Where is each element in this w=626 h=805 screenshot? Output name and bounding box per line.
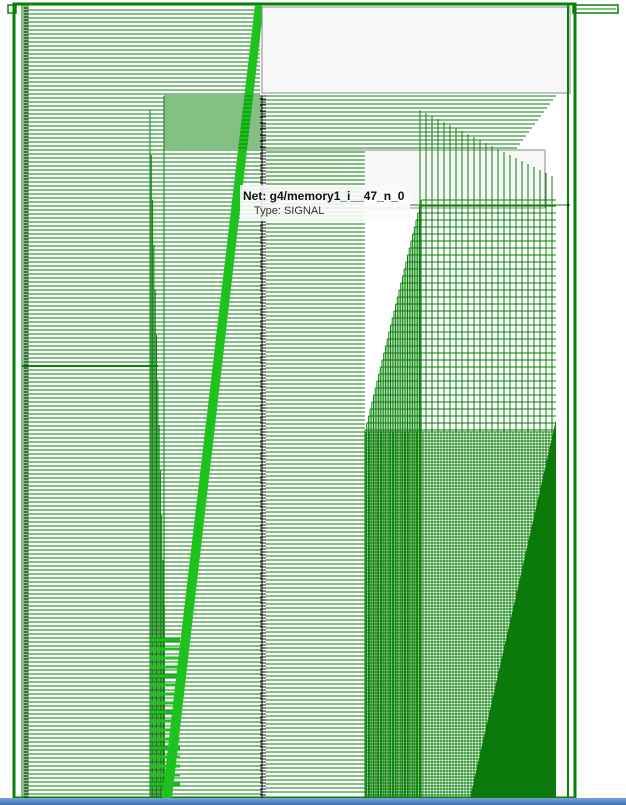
top-right-port-icon[interactable] — [572, 4, 619, 14]
cell-box-inner-top[interactable] — [261, 6, 571, 94]
diagonal-net-fan[interactable] — [162, 5, 262, 798]
cell-box-main[interactable] — [12, 2, 577, 800]
dense-net-block[interactable] — [470, 420, 556, 798]
top-left-port-icon[interactable] — [7, 4, 17, 14]
bottom-status-bar — [0, 798, 626, 805]
cell-box-inner-mid[interactable] — [261, 149, 546, 209]
wire-group[interactable] — [21, 5, 570, 798]
